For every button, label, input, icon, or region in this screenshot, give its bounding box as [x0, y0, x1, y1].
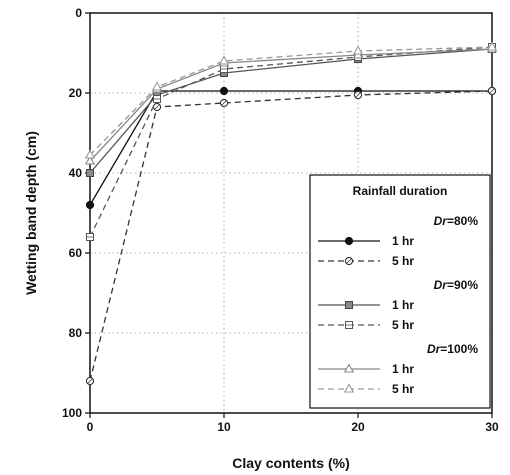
data-point: [151, 81, 163, 91]
y-tick-label: 60: [69, 246, 83, 260]
y-tick-label: 40: [69, 166, 83, 180]
data-point: [85, 200, 95, 210]
series-5: [84, 41, 498, 159]
marker-slash: [489, 88, 495, 94]
y-tick-label: 100: [62, 406, 82, 420]
legend-entry-label: 1 hr: [392, 362, 414, 376]
data-point: [84, 155, 96, 165]
legend-group-rest: =100%: [440, 342, 478, 356]
marker-slash: [87, 378, 93, 384]
legend-group-rest: =90%: [447, 278, 478, 292]
legend-entry-label: 5 hr: [392, 318, 414, 332]
data-point: [84, 149, 96, 159]
legend-group-italic: Dr: [434, 278, 449, 292]
legend-entry-label: 1 hr: [392, 234, 414, 248]
legend-entry-label: 1 hr: [392, 298, 414, 312]
legend-marker: [344, 236, 354, 246]
data-point: [352, 45, 364, 55]
x-tick-label: 20: [351, 420, 365, 434]
series-line: [89, 46, 493, 156]
data-point: [218, 55, 230, 65]
series-2: [86, 45, 496, 177]
legend-group-italic: Dr: [434, 214, 449, 228]
data-point: [219, 86, 229, 96]
x-axis-title: Clay contents (%): [232, 455, 349, 471]
series-layer: [84, 41, 498, 386]
x-tick-label: 0: [87, 420, 94, 434]
marker-slash: [221, 100, 227, 106]
ticks: 0 10 20 30 0 20 40 60 80 100: [62, 6, 499, 434]
legend-marker: [343, 363, 355, 373]
legend-group-rest: =80%: [447, 214, 478, 228]
data-point: [486, 41, 498, 51]
y-tick-label: 0: [75, 6, 82, 20]
x-tick-label: 10: [217, 420, 231, 434]
legend-group-label: Dr=90%: [434, 278, 479, 292]
y-tick-label: 80: [69, 326, 83, 340]
data-point: [86, 169, 94, 177]
series-line: [89, 46, 493, 238]
legend-title: Rainfall duration: [353, 184, 448, 198]
legend-entry-label: 5 hr: [392, 254, 414, 268]
legend-group-label: Dr=100%: [427, 342, 478, 356]
series-line: [89, 48, 493, 174]
legend-entry-label: 5 hr: [392, 382, 414, 396]
series-1: [85, 86, 497, 386]
legend-marker: [343, 383, 355, 393]
legend-group-label: Dr=80%: [434, 214, 479, 228]
legend-group-italic: Dr: [427, 342, 442, 356]
x-tick-label: 30: [485, 420, 499, 434]
legend-marker: [345, 301, 353, 309]
marker-slash: [355, 92, 361, 98]
plot-frame: [89, 12, 493, 414]
y-tick-label: 20: [69, 86, 83, 100]
marker-slash: [154, 104, 160, 110]
y-axis-title: Wetting band depth (cm): [23, 131, 39, 295]
marker-slash: [346, 258, 352, 264]
